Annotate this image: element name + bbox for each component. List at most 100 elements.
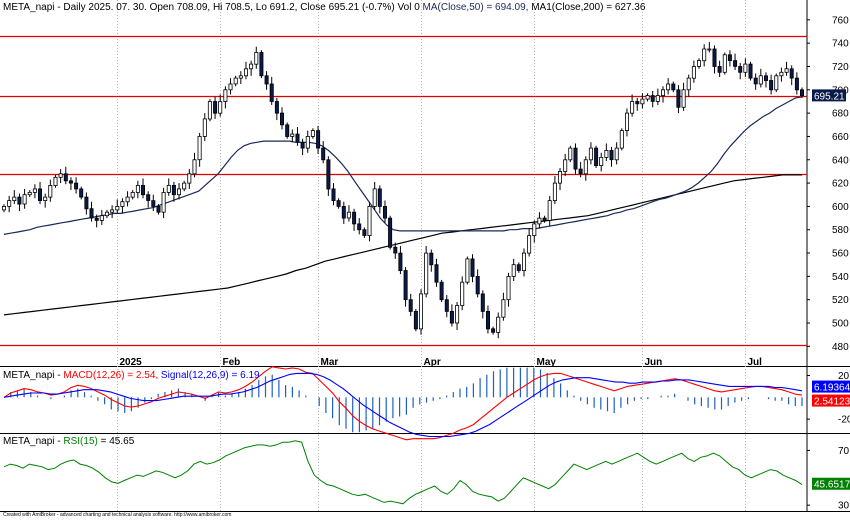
price-tick-label: 640 xyxy=(832,155,849,166)
candle-body xyxy=(135,184,140,193)
candle-body xyxy=(38,188,43,201)
candle-body xyxy=(748,63,753,79)
candle-body xyxy=(547,200,552,221)
candle-body xyxy=(614,147,619,161)
candle-body xyxy=(609,149,614,161)
candle-body xyxy=(774,75,779,91)
macd-value-box xyxy=(812,380,850,393)
candle-body xyxy=(717,66,722,73)
candle-body xyxy=(676,89,681,108)
price-tick-label: 760 xyxy=(832,15,849,26)
candle-body xyxy=(604,149,609,158)
candle-body xyxy=(202,118,207,137)
candle-body xyxy=(22,194,27,205)
candle-body xyxy=(475,275,480,295)
candle-body xyxy=(243,68,248,77)
candle-body xyxy=(455,305,460,324)
price-tick-label: 740 xyxy=(832,39,849,50)
candle-body xyxy=(578,168,583,175)
candle-body xyxy=(697,60,702,67)
header-ma50: MA(Close,50) = 694.09, xyxy=(423,2,529,13)
candle-body xyxy=(192,159,197,175)
candle-body xyxy=(681,89,686,108)
month-label: Feb xyxy=(223,357,241,368)
candle-body xyxy=(130,191,135,198)
candle-body xyxy=(300,141,305,149)
candle-body xyxy=(506,275,511,301)
header-symbol: META_napi xyxy=(3,2,55,13)
candle-body xyxy=(120,201,125,207)
candle-body xyxy=(336,200,341,207)
last-price-label: 695.21 xyxy=(814,91,845,102)
candle-body xyxy=(403,270,408,301)
candle-body xyxy=(393,246,398,254)
candle-body xyxy=(563,159,568,172)
footer-credit: Created with AmiBroker - advanced charti… xyxy=(3,512,232,518)
month-label: Mar xyxy=(321,357,339,368)
candle-body xyxy=(68,180,73,184)
candle-body xyxy=(532,223,537,236)
candle-body xyxy=(444,299,449,312)
month-label: 2025 xyxy=(120,357,143,368)
candle-body xyxy=(758,75,763,85)
candle-body xyxy=(264,75,269,85)
candle-body xyxy=(32,188,37,193)
candle-body xyxy=(58,173,63,178)
candle-body xyxy=(501,299,506,318)
candle-body xyxy=(522,252,527,272)
candle-body xyxy=(372,188,377,207)
macd-header: META_napi - MACD(12,26) = 2.54, Signal(1… xyxy=(3,370,260,381)
macd-series-line xyxy=(3,372,803,438)
candle-body xyxy=(326,159,331,190)
candle-body xyxy=(465,258,470,283)
candle-body xyxy=(588,147,593,161)
last-price-box xyxy=(812,89,846,102)
candle-body xyxy=(254,52,259,65)
candle-body xyxy=(341,205,346,219)
candle-body xyxy=(166,184,171,193)
candle-body xyxy=(74,182,79,190)
candle-body xyxy=(161,191,166,213)
candle-body xyxy=(269,83,274,102)
candle-body xyxy=(377,188,382,207)
candle-body xyxy=(439,281,444,301)
candle-body xyxy=(79,188,84,198)
macd-header-macd: MACD(12,26) = 2.54, xyxy=(63,370,158,381)
macd-tick-label: -20 xyxy=(838,415,850,426)
price-tick-label: 560 xyxy=(832,249,849,260)
candle-body xyxy=(655,95,660,102)
candle-body xyxy=(305,135,310,149)
candle-body xyxy=(460,281,465,306)
candle-body xyxy=(527,235,532,254)
candle-body xyxy=(63,173,68,182)
price-tick-label: 580 xyxy=(832,225,849,236)
candle-body xyxy=(352,211,357,225)
header-info: - Daily 2025. 07. 30. Open 708.09, Hi 70… xyxy=(55,2,423,13)
candle-body xyxy=(794,77,799,91)
candle-body xyxy=(357,223,362,231)
candle-body xyxy=(686,77,691,91)
ma50-line xyxy=(3,96,803,235)
candle-body xyxy=(764,75,769,81)
candle-body xyxy=(491,328,496,333)
rsi-value-label: 45.6517 xyxy=(814,480,850,491)
candle-body xyxy=(43,196,48,202)
macd-value-box xyxy=(812,394,850,407)
candle-body xyxy=(650,95,655,102)
candle-body xyxy=(722,54,727,73)
macd-header-symbol: META_napi - xyxy=(3,370,63,381)
candle-body xyxy=(156,205,161,213)
candle-body xyxy=(511,264,516,277)
candle-body xyxy=(424,252,429,295)
candle-body xyxy=(779,71,784,77)
candle-body xyxy=(599,156,604,166)
candle-body xyxy=(712,48,717,67)
candle-body xyxy=(84,196,89,210)
candle-body xyxy=(645,95,650,100)
candle-body xyxy=(429,252,434,266)
candle-body xyxy=(12,196,17,202)
candle-body xyxy=(666,83,671,91)
candle-body xyxy=(207,101,212,120)
candle-body xyxy=(151,200,156,207)
